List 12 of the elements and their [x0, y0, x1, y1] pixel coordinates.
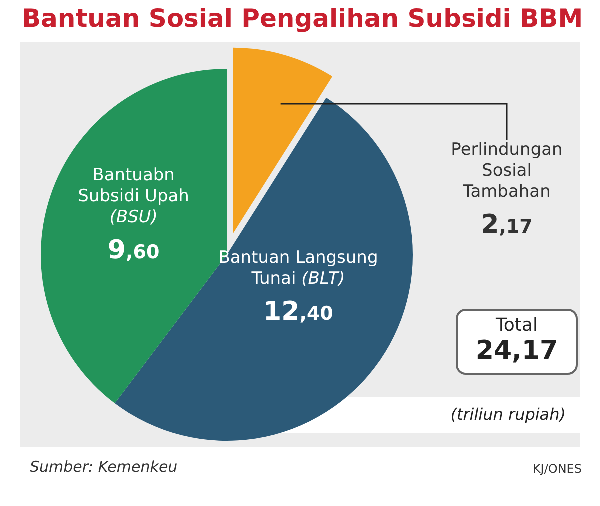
text: 24,17 [474, 336, 560, 366]
slice-label: Bantuan Langsung Tunai (BLT) [218, 248, 378, 289]
data-label: 9,60 [108, 235, 160, 266]
chart-title: Bantuan Sosial Pengalihan Subsidi BBM [22, 4, 584, 33]
data-label: 2,17 [481, 210, 533, 240]
text: KJ/ONES [532, 462, 582, 476]
text: Total [494, 315, 540, 336]
text: Sumber: Kemenkeu [30, 458, 178, 476]
data-label: 12,40 [264, 296, 334, 327]
slice-label: Perlindungan Sosial Tambahan [451, 140, 563, 202]
text: (triliun rupiah) [450, 405, 566, 424]
slice-label: Bantuabn Subsidi Upah (BSU) [78, 165, 190, 228]
